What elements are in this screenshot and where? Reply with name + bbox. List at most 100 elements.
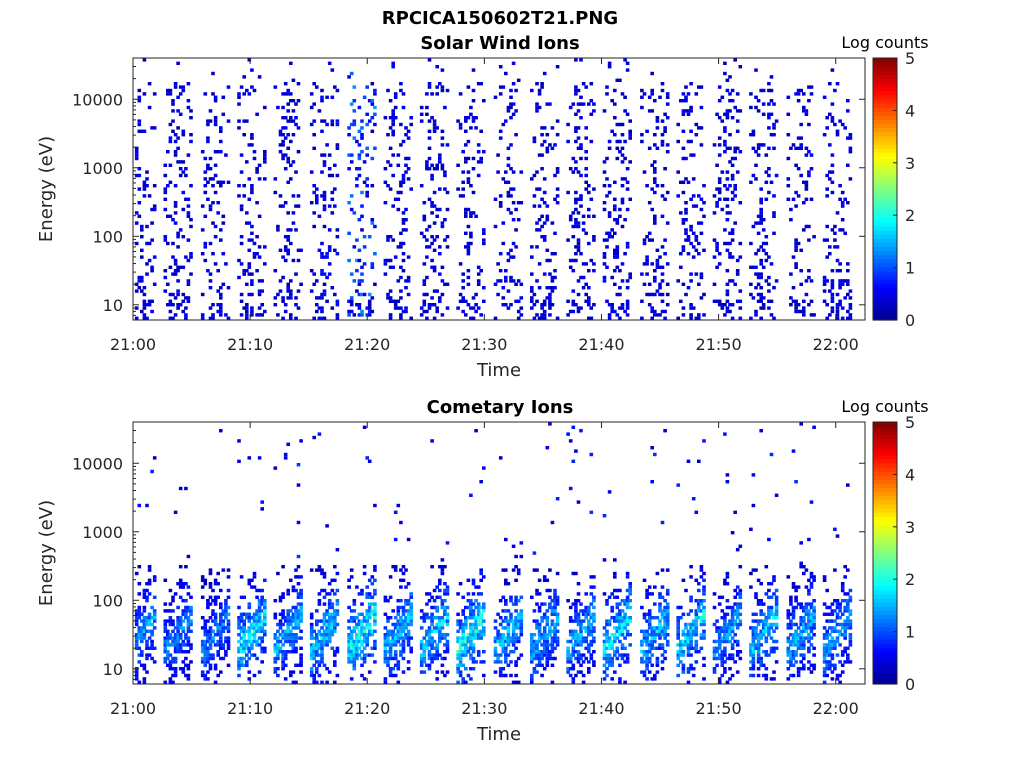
heatmap-cell [260, 313, 264, 317]
heatmap-cell [176, 146, 180, 150]
heatmap-cell [391, 65, 395, 69]
heatmap-cell [166, 92, 170, 96]
heatmap-cell [789, 272, 793, 276]
heatmap-cell [226, 622, 231, 627]
heatmap-cell [684, 228, 688, 232]
heatmap-cell [615, 139, 620, 144]
heatmap-cell [610, 616, 614, 620]
heatmap-cell [163, 619, 168, 623]
heatmap-cell [370, 633, 375, 637]
heatmap-cell [242, 633, 246, 637]
heatmap-cell [605, 622, 609, 627]
colorbar-step [873, 221, 897, 227]
heatmap-cell [349, 568, 354, 572]
heatmap-cell [239, 313, 244, 317]
heatmap-cell [211, 303, 215, 307]
heatmap-cell [294, 609, 298, 613]
heatmap-cell [514, 554, 518, 559]
heatmap-cell [312, 272, 316, 276]
heatmap-cell [723, 143, 727, 147]
heatmap-cell [833, 238, 837, 242]
heatmap-cell [393, 616, 398, 620]
heatmap-cell [430, 163, 434, 167]
heatmap-cell [208, 602, 213, 606]
heatmap-cell [257, 255, 262, 259]
heatmap-cell [430, 660, 434, 664]
heatmap-cell [754, 272, 758, 276]
heatmap-cell [733, 639, 737, 644]
heatmap-cell [568, 633, 573, 637]
heatmap-cell [184, 663, 188, 667]
heatmap-cell [568, 660, 573, 664]
heatmap-cell [542, 299, 547, 303]
heatmap-cell [848, 296, 853, 300]
heatmap-cell [257, 177, 262, 181]
heatmap-cell [281, 656, 285, 661]
heatmap-cell [602, 207, 607, 212]
heatmap-cell [399, 616, 403, 620]
heatmap-cell [425, 228, 429, 232]
heatmap-cell [514, 680, 518, 684]
heatmap-cell [176, 160, 180, 164]
heatmap-cell [327, 612, 332, 616]
heatmap-cell [519, 554, 524, 559]
heatmap-cell [623, 622, 627, 627]
heatmap-cell [613, 102, 617, 106]
heatmap-cell [226, 588, 231, 593]
heatmap-cell [618, 622, 622, 627]
heatmap-cell [281, 275, 285, 280]
heatmap-cell [166, 636, 170, 640]
heatmap-cell [584, 167, 588, 171]
heatmap-cell [767, 88, 771, 93]
heatmap-cell [142, 592, 147, 596]
heatmap-cell [291, 643, 296, 647]
heatmap-cell [466, 303, 471, 307]
heatmap-cell [474, 303, 478, 307]
heatmap-cell [283, 452, 288, 457]
heatmap-cell [134, 633, 139, 637]
heatmap-cell [702, 592, 706, 596]
heatmap-cell [681, 248, 686, 252]
heatmap-cell [496, 656, 500, 661]
heatmap-cell [723, 639, 727, 644]
heatmap-cell [168, 616, 173, 620]
heatmap-cell [576, 136, 581, 140]
heatmap-cell [399, 245, 403, 249]
heatmap-cell [250, 306, 254, 310]
heatmap-cell [237, 102, 241, 106]
heatmap-cell [291, 639, 296, 644]
heatmap-cell [435, 605, 439, 610]
heatmap-cell [388, 146, 393, 150]
heatmap-cell [686, 643, 691, 647]
heatmap-cell [676, 643, 680, 647]
heatmap-cell [312, 184, 316, 188]
heatmap-cell [555, 622, 560, 627]
heatmap-cell [260, 650, 264, 654]
heatmap-cell [610, 592, 614, 596]
heatmap-cell [320, 571, 324, 576]
heatmap-cell [548, 306, 552, 310]
heatmap-cell [186, 238, 191, 242]
heatmap-cell [545, 660, 550, 664]
heatmap-cell [640, 639, 644, 644]
heatmap-cell [511, 61, 516, 65]
heatmap-cell [163, 163, 168, 167]
heatmap-cell [237, 275, 241, 280]
heatmap-cell [458, 299, 463, 303]
heatmap-cell [189, 609, 193, 613]
heatmap-cell [822, 289, 827, 293]
heatmap-cell [482, 299, 486, 303]
heatmap-cell [137, 122, 142, 127]
heatmap-cell [751, 633, 756, 637]
heatmap-cell [150, 643, 154, 647]
heatmap-cell [579, 609, 583, 613]
heatmap-cell [645, 612, 649, 616]
heatmap-cell [203, 156, 208, 161]
heatmap-cell [219, 238, 223, 242]
heatmap-cell [247, 677, 252, 681]
heatmap-cell [357, 629, 362, 633]
heatmap-cell [406, 602, 411, 606]
heatmap-cell [566, 122, 570, 127]
heatmap-cell [152, 578, 157, 582]
heatmap-cell [137, 173, 142, 178]
